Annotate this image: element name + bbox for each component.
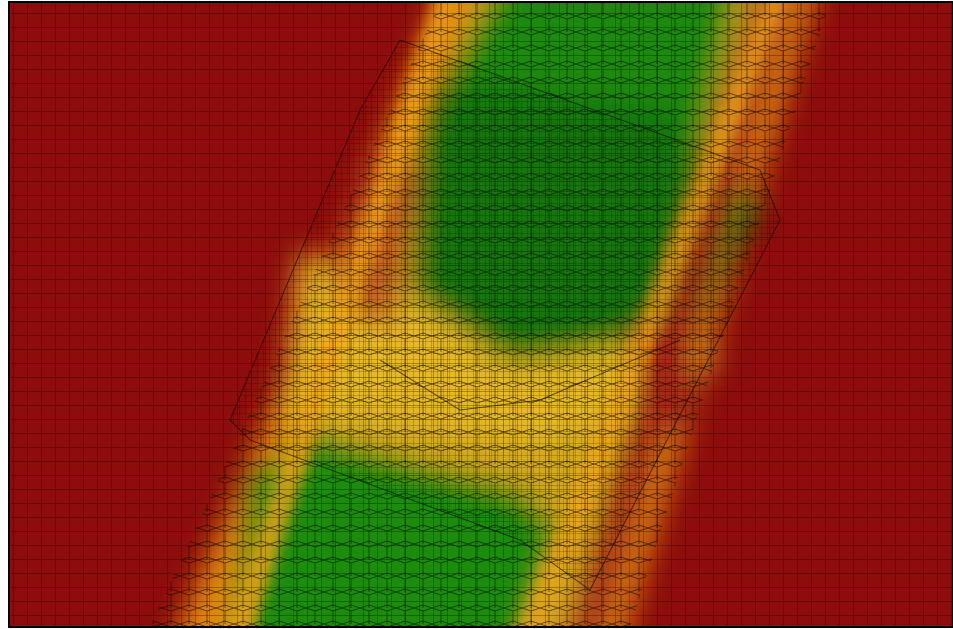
mesh-visualization	[0, 0, 953, 629]
page	[0, 0, 953, 629]
field	[0, 0, 953, 629]
